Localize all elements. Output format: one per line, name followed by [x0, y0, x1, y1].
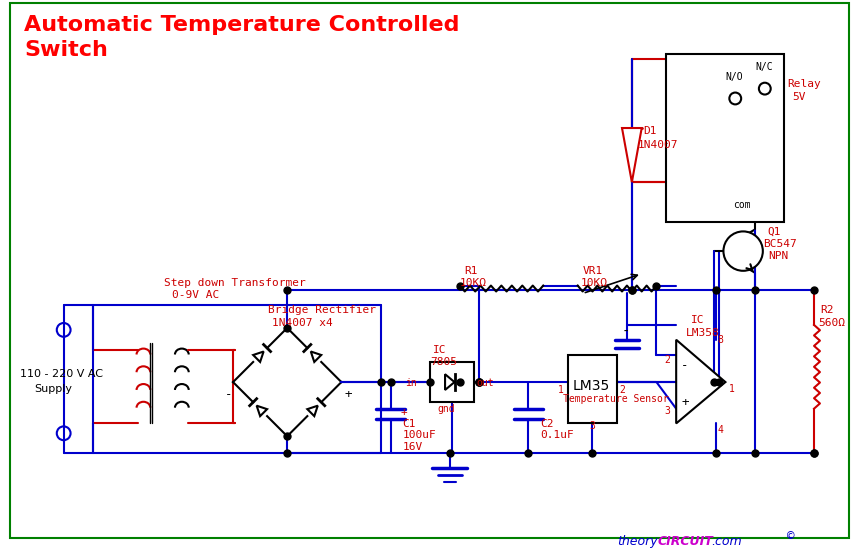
Text: N/C: N/C	[755, 62, 772, 72]
Text: +: +	[681, 396, 689, 409]
Circle shape	[758, 83, 771, 94]
Text: Automatic Temperature Controlled
Switch: Automatic Temperature Controlled Switch	[24, 15, 460, 60]
Text: -: -	[622, 325, 631, 339]
Text: 3: 3	[664, 406, 670, 416]
Text: C2: C2	[540, 418, 554, 429]
Text: C1: C1	[402, 418, 416, 429]
Polygon shape	[445, 374, 454, 390]
Text: N/O: N/O	[725, 72, 743, 82]
Text: 1N4007: 1N4007	[637, 140, 679, 150]
Bar	[667, 54, 784, 222]
Text: R1: R1	[465, 266, 478, 276]
Text: 8: 8	[717, 335, 723, 345]
Text: 2: 2	[619, 385, 625, 395]
Text: IC: IC	[691, 315, 704, 325]
Text: 10KΩ: 10KΩ	[460, 278, 486, 288]
Text: 0.1uF: 0.1uF	[540, 430, 574, 440]
Text: gnd: gnd	[438, 404, 455, 414]
Polygon shape	[253, 351, 264, 362]
Bar	[568, 355, 617, 423]
Text: .com: .com	[711, 535, 742, 548]
Text: 1: 1	[728, 384, 734, 394]
Text: NPN: NPN	[768, 251, 788, 261]
Text: 7805: 7805	[430, 357, 457, 367]
Text: LM358: LM358	[686, 328, 720, 338]
Polygon shape	[622, 128, 642, 182]
Text: 2: 2	[664, 355, 670, 365]
Text: out: out	[476, 378, 494, 388]
Text: 16V: 16V	[402, 442, 423, 452]
Polygon shape	[676, 340, 725, 423]
Text: D1: D1	[643, 126, 657, 136]
Text: Bridge Rectifier: Bridge Rectifier	[267, 305, 375, 315]
Text: IC: IC	[433, 345, 447, 355]
Text: Supply: Supply	[34, 384, 72, 394]
Circle shape	[723, 232, 763, 271]
Text: theory: theory	[617, 535, 658, 548]
Polygon shape	[308, 406, 318, 416]
Text: Step down Transformer: Step down Transformer	[164, 278, 306, 288]
Text: 110 - 220 V AC: 110 - 220 V AC	[21, 369, 103, 379]
Text: -: -	[225, 388, 233, 401]
Polygon shape	[311, 351, 321, 362]
Text: ©: ©	[788, 530, 795, 543]
Text: 10KΩ: 10KΩ	[581, 278, 607, 288]
Text: +: +	[400, 407, 407, 417]
Text: 1N4007 x4: 1N4007 x4	[272, 318, 333, 328]
Text: R2: R2	[820, 305, 833, 315]
Text: 1: 1	[558, 385, 564, 395]
Text: VR1: VR1	[582, 266, 603, 276]
Text: com: com	[734, 200, 751, 210]
Text: -: -	[681, 360, 689, 372]
Text: 560Ω: 560Ω	[818, 318, 845, 328]
Polygon shape	[257, 406, 267, 416]
Circle shape	[729, 93, 741, 104]
Text: Relay: Relay	[788, 79, 821, 89]
Text: in: in	[405, 378, 417, 388]
Text: LM35: LM35	[573, 379, 610, 393]
Text: Temperature Sensor: Temperature Sensor	[563, 394, 668, 404]
Text: 3: 3	[589, 422, 595, 432]
Text: 100uF: 100uF	[402, 430, 436, 440]
Bar	[430, 362, 474, 402]
Text: 4: 4	[717, 425, 723, 435]
Text: Q1: Q1	[768, 227, 781, 237]
Text: BC547: BC547	[763, 239, 796, 249]
Text: 5V: 5V	[792, 92, 806, 102]
Text: CIRCUIT: CIRCUIT	[657, 535, 713, 548]
Text: +: +	[344, 388, 352, 401]
Text: 0-9V AC: 0-9V AC	[172, 290, 219, 300]
